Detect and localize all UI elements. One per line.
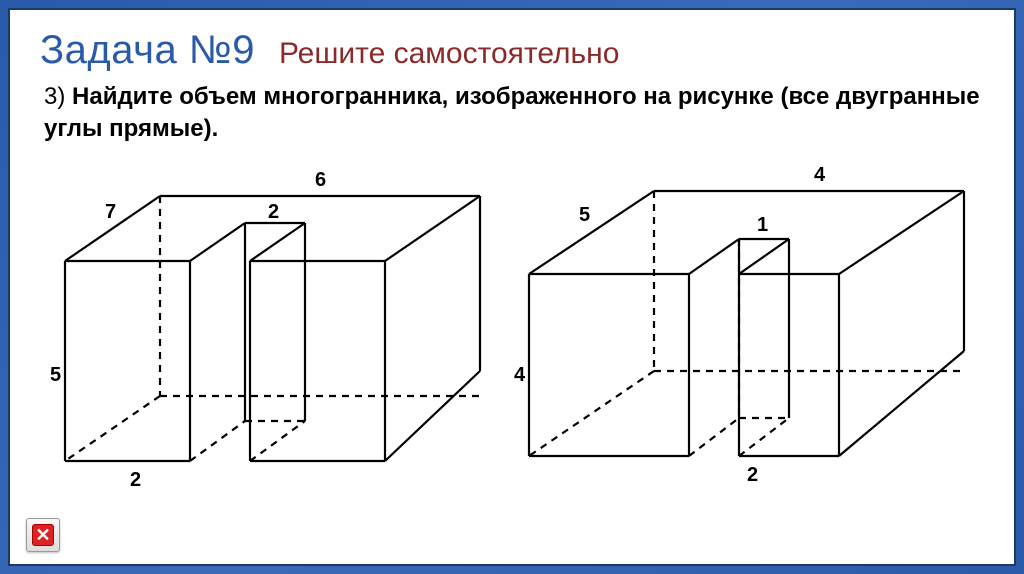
label-l-bot: 2 <box>130 469 141 491</box>
problem-body: Найдите объем многогранника, изображенно… <box>44 83 980 142</box>
title-row: Задача №9 Решите самостоятельно <box>40 28 984 73</box>
close-button[interactable]: ✕ <box>26 518 60 552</box>
title-main: Задача №9 <box>40 28 255 73</box>
label-l-h: 5 <box>50 364 61 386</box>
label-r-h: 4 <box>514 364 526 386</box>
title-sub: Решите самостоятельно <box>279 37 619 71</box>
close-icon: ✕ <box>32 524 54 546</box>
slide-content: Задача №9 Решите самостоятельно 3) Найди… <box>8 8 1016 566</box>
label-l-top: 6 <box>315 169 326 191</box>
label-r-bot: 2 <box>747 464 758 486</box>
slide-frame: Задача №9 Решите самостоятельно 3) Найди… <box>0 0 1024 574</box>
problem-number: 3) <box>44 83 65 110</box>
label-r-top: 4 <box>814 164 826 186</box>
figure-right: 4 5 1 4 2 <box>514 156 974 521</box>
label-r-notch: 1 <box>757 214 768 236</box>
label-r-5: 5 <box>579 204 590 226</box>
label-l-notch: 2 <box>268 201 279 223</box>
figure-right-svg: 4 5 1 4 2 <box>514 156 974 516</box>
label-l-7: 7 <box>105 201 116 223</box>
problem-text: 3) Найдите объем многогранника, изображе… <box>40 81 984 146</box>
figure-left: 6 7 2 5 2 <box>50 156 490 521</box>
figure-left-svg: 6 7 2 5 2 <box>50 156 490 516</box>
figures-row: 6 7 2 5 2 <box>40 156 984 521</box>
